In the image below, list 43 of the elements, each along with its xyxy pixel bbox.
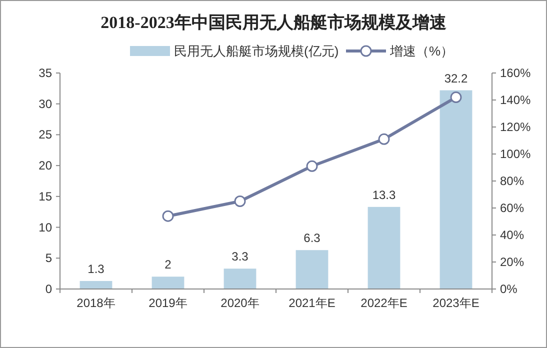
legend-label: 民用无人船艇市场规模(亿元) [174,44,339,58]
chart-title: 2018-2023年中国民用无人船艇市场规模及增速 [100,13,446,32]
point [378,133,390,145]
point [450,92,462,104]
y2-tick-label: 80% [500,174,524,188]
y-tick-label: 25 [38,128,52,142]
data-label: 2 [164,258,172,272]
y2-tick-label: 120% [500,120,532,134]
x-tick-label: 2018年 [76,296,116,310]
y2-tick-label: 60% [500,201,524,215]
bar [224,268,256,289]
y-tick-label: 15 [38,189,52,204]
y-tick-label: 20 [38,158,52,173]
point [234,196,246,207]
bar [296,250,328,289]
x-tick-label: 2021年E [288,296,336,310]
x-tick-label: 2020年 [220,296,260,310]
data-label: 32.2 [444,71,468,86]
x-tick-label: 2023年E [432,296,480,310]
y2-tick-label: 100% [500,147,532,161]
bar [80,280,112,289]
bar [368,206,400,289]
y2-tick-label: 140% [500,93,532,107]
y-tick-label: 35 [38,66,52,80]
point [306,160,318,172]
data-label: 6.3 [304,231,321,246]
x-tick-label: 2019年 [148,296,188,310]
y2-tick-label: 40% [500,228,524,242]
y-tick-label: 5 [45,251,52,266]
point [162,210,174,222]
y2-tick-label: 20% [500,255,524,269]
bar [152,276,184,289]
bar [440,90,472,289]
data-label: 3.3 [232,250,249,264]
data-label: 13.3 [372,188,396,202]
y2-tick-label: 0% [500,282,518,296]
legend-label: 增速（%） [389,44,454,58]
x-tick-label: 2022年E [360,296,408,310]
y-tick-label: 0 [45,282,52,296]
data-label: 1.3 [88,262,105,276]
y-tick-label: 10 [38,220,52,234]
y2-tick-label: 160% [500,66,532,80]
y-tick-label: 30 [38,96,52,111]
